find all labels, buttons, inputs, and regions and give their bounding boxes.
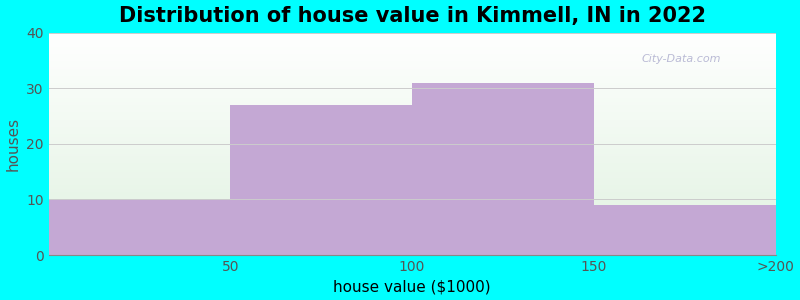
- Title: Distribution of house value in Kimmell, IN in 2022: Distribution of house value in Kimmell, …: [118, 6, 706, 26]
- X-axis label: house value ($1000): house value ($1000): [334, 279, 491, 294]
- Bar: [594, 205, 775, 255]
- Bar: [412, 83, 594, 255]
- Bar: [49, 200, 230, 255]
- Text: City-Data.com: City-Data.com: [642, 54, 721, 64]
- Y-axis label: houses: houses: [6, 117, 21, 171]
- Bar: [230, 105, 412, 255]
